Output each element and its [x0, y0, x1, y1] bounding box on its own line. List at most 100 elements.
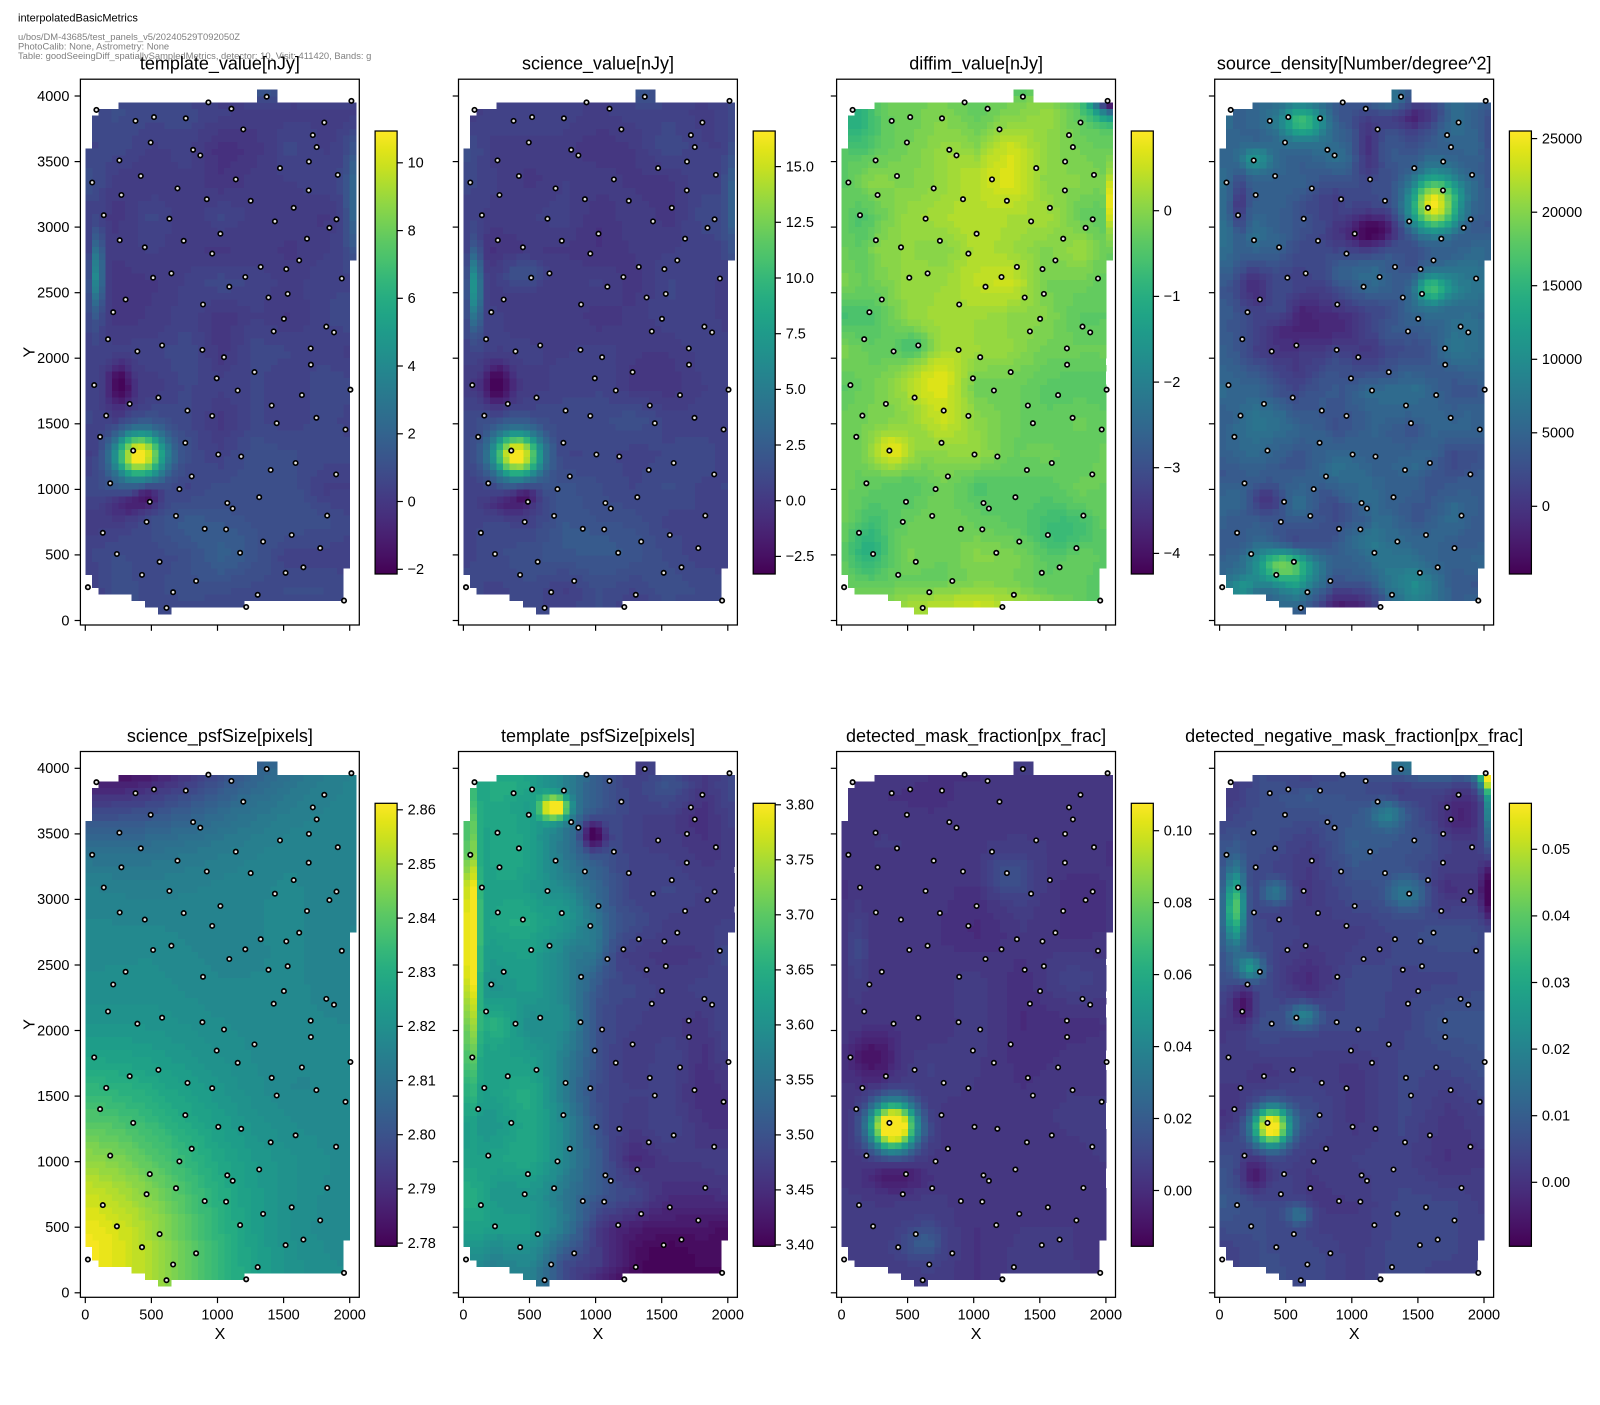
svg-text:3.40: 3.40: [786, 1238, 814, 1254]
svg-text:0: 0: [1216, 1307, 1224, 1323]
svg-text:1500: 1500: [1024, 1307, 1056, 1323]
svg-text:0.02: 0.02: [1542, 1042, 1570, 1058]
svg-text:template_psfSize[pixels]: template_psfSize[pixels]: [501, 726, 695, 747]
svg-text:4000: 4000: [37, 89, 69, 105]
svg-text:2.79: 2.79: [408, 1182, 436, 1198]
svg-text:10.0: 10.0: [786, 271, 814, 287]
svg-text:2000: 2000: [334, 1307, 366, 1323]
svg-text:3500: 3500: [37, 827, 69, 843]
svg-text:3.65: 3.65: [786, 963, 814, 979]
svg-text:0.03: 0.03: [1542, 975, 1570, 991]
svg-text:8: 8: [408, 223, 416, 239]
svg-text:2.82: 2.82: [408, 1019, 436, 1035]
svg-text:u/bos/DM-43685/test_panels_v5/: u/bos/DM-43685/test_panels_v5/20240529T0…: [18, 31, 240, 42]
svg-text:1500: 1500: [37, 1089, 69, 1105]
svg-text:0.08: 0.08: [1164, 895, 1192, 911]
svg-text:−1: −1: [1164, 289, 1181, 305]
svg-text:detected_mask_fraction[px_frac: detected_mask_fraction[px_frac]: [846, 726, 1106, 747]
svg-text:2000: 2000: [37, 1023, 69, 1039]
svg-text:1000: 1000: [579, 1307, 611, 1323]
svg-text:1000: 1000: [958, 1307, 990, 1323]
svg-text:500: 500: [1274, 1307, 1298, 1323]
svg-text:2.5: 2.5: [786, 438, 806, 454]
svg-text:500: 500: [517, 1307, 541, 1323]
svg-text:0.02: 0.02: [1164, 1111, 1192, 1127]
svg-text:10000: 10000: [1542, 352, 1582, 368]
svg-text:12.5: 12.5: [786, 215, 814, 231]
svg-text:2.80: 2.80: [408, 1128, 436, 1144]
svg-text:Y: Y: [22, 346, 39, 357]
svg-text:1000: 1000: [201, 1307, 233, 1323]
svg-text:3.75: 3.75: [786, 853, 814, 869]
svg-text:2.85: 2.85: [408, 857, 436, 873]
svg-text:−3: −3: [1164, 461, 1181, 477]
svg-text:2.86: 2.86: [408, 803, 436, 819]
svg-text:6: 6: [408, 291, 416, 307]
svg-text:3.80: 3.80: [786, 798, 814, 814]
svg-text:PhotoCalib: None, Astrometry:: PhotoCalib: None, Astrometry: None: [18, 40, 169, 51]
svg-text:15.0: 15.0: [786, 159, 814, 175]
svg-text:3.60: 3.60: [786, 1018, 814, 1034]
svg-text:7.5: 7.5: [786, 327, 806, 343]
svg-text:25000: 25000: [1542, 131, 1582, 147]
svg-text:5000: 5000: [1542, 426, 1574, 442]
svg-text:500: 500: [895, 1307, 919, 1323]
svg-text:0: 0: [1164, 204, 1172, 220]
svg-text:2000: 2000: [1468, 1307, 1500, 1323]
svg-text:2.83: 2.83: [408, 965, 436, 981]
svg-text:1500: 1500: [1402, 1307, 1434, 1323]
svg-text:X: X: [971, 1326, 982, 1343]
svg-text:0.06: 0.06: [1164, 967, 1192, 983]
svg-text:500: 500: [45, 1220, 69, 1236]
svg-text:4: 4: [408, 359, 416, 375]
svg-text:0.01: 0.01: [1542, 1109, 1570, 1125]
svg-text:2500: 2500: [37, 958, 69, 974]
svg-text:5.0: 5.0: [786, 382, 806, 398]
svg-text:−2.5: −2.5: [786, 549, 815, 565]
svg-text:3.50: 3.50: [786, 1128, 814, 1144]
svg-text:0: 0: [61, 613, 69, 629]
svg-text:0.00: 0.00: [1542, 1175, 1570, 1191]
svg-text:0.10: 0.10: [1164, 824, 1192, 840]
svg-text:3000: 3000: [37, 892, 69, 908]
svg-text:interpolatedBasicMetrics: interpolatedBasicMetrics: [18, 13, 138, 25]
svg-text:0.04: 0.04: [1164, 1039, 1192, 1055]
svg-text:3500: 3500: [37, 154, 69, 170]
svg-text:2000: 2000: [37, 351, 69, 367]
svg-text:science_value[nJy]: science_value[nJy]: [522, 54, 674, 75]
svg-text:1500: 1500: [646, 1307, 678, 1323]
svg-text:0: 0: [837, 1307, 845, 1323]
svg-text:2000: 2000: [1090, 1307, 1122, 1323]
svg-text:template_value[nJy]: template_value[nJy]: [140, 54, 300, 75]
svg-text:−2: −2: [408, 562, 425, 578]
svg-text:500: 500: [45, 548, 69, 564]
svg-text:1500: 1500: [267, 1307, 299, 1323]
svg-text:20000: 20000: [1542, 205, 1582, 221]
svg-text:X: X: [593, 1326, 604, 1343]
svg-text:2000: 2000: [712, 1307, 744, 1323]
svg-text:1000: 1000: [1336, 1307, 1368, 1323]
svg-text:X: X: [215, 1326, 226, 1343]
svg-text:2: 2: [408, 427, 416, 443]
svg-text:3000: 3000: [37, 220, 69, 236]
svg-text:1500: 1500: [37, 417, 69, 433]
svg-text:2500: 2500: [37, 286, 69, 302]
svg-text:2.78: 2.78: [408, 1236, 436, 1252]
svg-text:2.81: 2.81: [408, 1073, 436, 1089]
svg-text:source_density[Number/degree^2: source_density[Number/degree^2]: [1217, 54, 1492, 75]
svg-text:−4: −4: [1164, 546, 1181, 562]
svg-text:15000: 15000: [1542, 279, 1582, 295]
svg-text:diffim_value[nJy]: diffim_value[nJy]: [909, 54, 1043, 75]
svg-text:0: 0: [459, 1307, 467, 1323]
svg-text:500: 500: [139, 1307, 163, 1323]
svg-text:−2: −2: [1164, 375, 1181, 391]
svg-text:3.55: 3.55: [786, 1073, 814, 1089]
svg-text:0: 0: [81, 1307, 89, 1323]
svg-text:0: 0: [1542, 499, 1550, 515]
svg-text:1000: 1000: [37, 482, 69, 498]
svg-text:10: 10: [408, 156, 424, 172]
svg-text:X: X: [1349, 1326, 1360, 1343]
svg-text:detected_negative_mask_fractio: detected_negative_mask_fraction[px_frac]: [1185, 726, 1523, 747]
svg-text:3.70: 3.70: [786, 908, 814, 924]
svg-text:0: 0: [61, 1286, 69, 1302]
